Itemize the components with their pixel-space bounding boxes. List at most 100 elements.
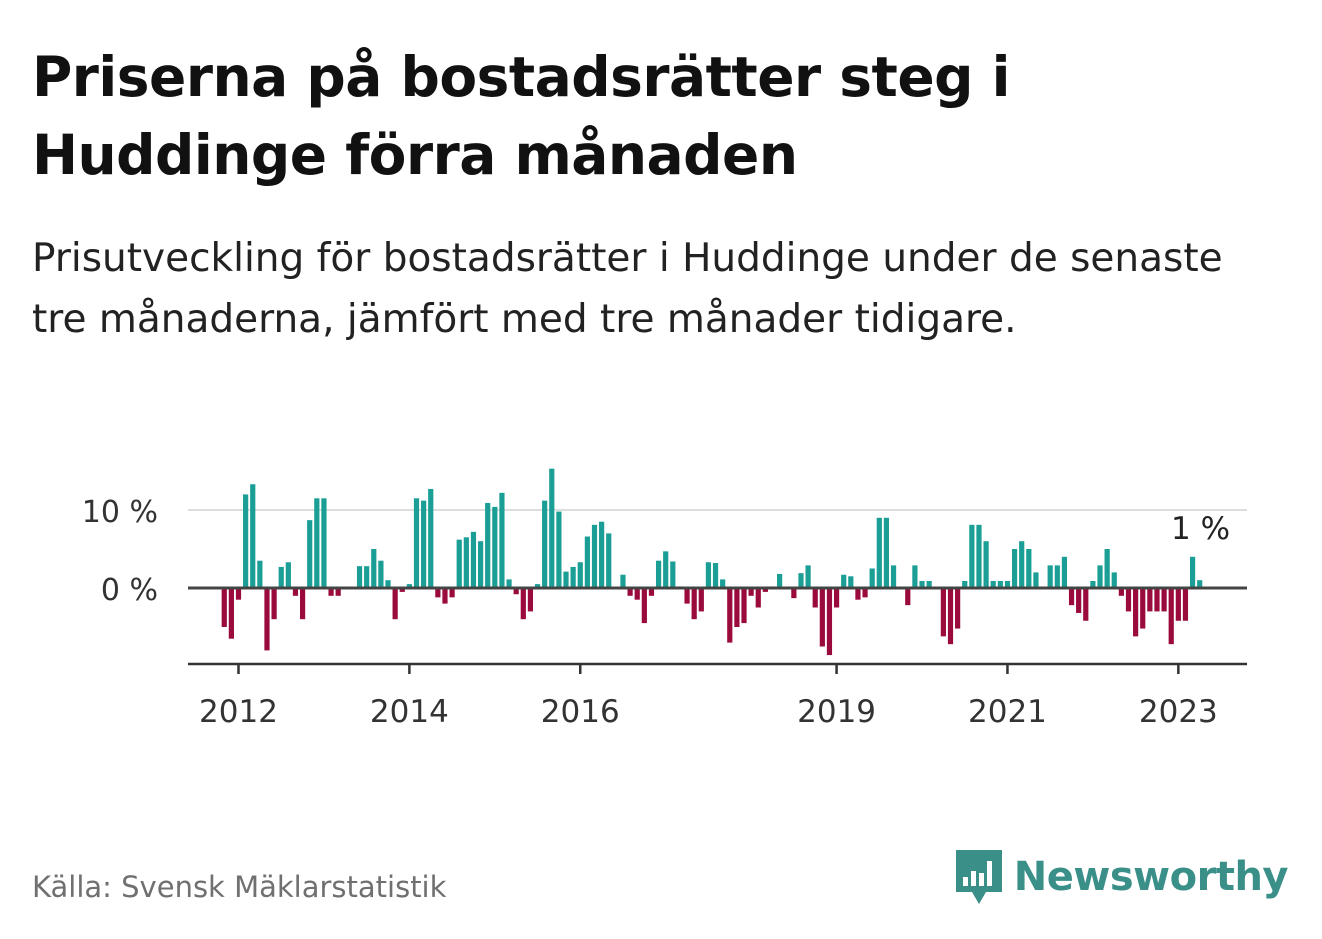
bar-positive — [663, 551, 669, 588]
bar-negative — [442, 588, 448, 604]
bar-positive — [805, 565, 811, 588]
bar-negative — [328, 588, 334, 596]
bar-positive — [705, 562, 712, 588]
bar-positive — [606, 533, 612, 588]
bar-positive — [620, 574, 626, 588]
bar-negative — [1161, 588, 1167, 612]
y-tick-label: 0 % — [101, 573, 158, 608]
bar-positive — [841, 574, 847, 588]
x-tick-label: 2021 — [968, 694, 1047, 730]
x-tick-label: 2023 — [1139, 694, 1218, 730]
bar-positive — [1097, 565, 1103, 588]
bar-negative — [1147, 588, 1153, 612]
bar-positive — [506, 579, 512, 588]
bar-positive — [890, 565, 897, 588]
bar-positive — [413, 498, 420, 588]
bar-negative — [392, 588, 398, 620]
bar-negative — [905, 588, 911, 606]
bar-positive — [278, 566, 284, 588]
bar-negative — [940, 588, 946, 637]
bar-positive — [1061, 556, 1068, 588]
bar-negative — [520, 588, 526, 620]
bar-positive — [406, 584, 412, 588]
logo-bar — [986, 861, 992, 886]
bar-positive — [385, 580, 391, 588]
bar-negative — [271, 588, 277, 620]
value-annotation: 1 % — [1171, 511, 1230, 547]
bar-negative — [634, 588, 640, 600]
bar-positive — [1004, 580, 1011, 588]
bar-positive — [670, 561, 676, 588]
bar-negative — [1068, 588, 1075, 606]
bar-positive — [307, 520, 313, 588]
bar-negative — [755, 588, 761, 608]
bar-positive — [364, 566, 370, 588]
newsworthy-logo[interactable]: Newsworthy — [954, 848, 1289, 906]
bar-negative — [1182, 588, 1189, 621]
logo-bar — [978, 873, 984, 886]
bars — [221, 468, 1203, 656]
bar-positive — [250, 484, 256, 588]
newsworthy-bar-chart-icon — [955, 850, 1002, 904]
bar-negative — [812, 588, 818, 608]
bar-negative — [833, 588, 840, 608]
bar-positive — [542, 500, 548, 588]
bar-negative — [791, 588, 797, 599]
bar-negative — [762, 588, 768, 592]
bar-positive — [378, 560, 384, 588]
bar-positive — [876, 517, 882, 588]
bar-negative — [955, 588, 961, 629]
bar-negative — [449, 588, 455, 598]
price-change-bar-chart: 0 % 10 % 2012 2014 2016 2019 2021 2023 1 % — [82, 468, 1247, 730]
bar-negative — [648, 588, 655, 596]
x-tick-label: 2014 — [370, 694, 449, 730]
bar-positive — [1197, 580, 1203, 588]
bar-negative — [862, 588, 868, 598]
bar-negative — [1076, 588, 1082, 613]
bar-positive — [1033, 572, 1039, 588]
bar-positive — [492, 506, 498, 588]
bar-negative — [527, 588, 534, 612]
bar-negative — [826, 588, 833, 656]
x-tick-label: 2019 — [797, 694, 876, 730]
bar-negative — [221, 588, 227, 627]
bar-positive — [1026, 549, 1032, 588]
bar-positive — [456, 539, 462, 588]
bar-positive — [912, 565, 918, 588]
bar-positive — [428, 488, 434, 588]
bar-positive — [591, 524, 598, 588]
bar-negative — [741, 588, 747, 624]
bar-positive — [720, 579, 726, 588]
bar-positive — [243, 494, 249, 588]
bar-positive — [883, 517, 890, 588]
bar-positive — [356, 566, 363, 588]
bar-positive — [477, 541, 484, 588]
bar-negative — [855, 588, 861, 600]
x-tick-label: 2016 — [541, 694, 620, 730]
bar-positive — [655, 560, 662, 588]
bar-positive — [321, 498, 327, 588]
bar-positive — [976, 524, 982, 588]
bar-positive — [919, 580, 925, 588]
bar-positive — [869, 568, 875, 588]
chart-title: Priserna på bostadsrätter steg i Hudding… — [32, 45, 1011, 187]
bar-positive — [257, 560, 263, 588]
tick-labels: 0 % 10 % 2012 2014 2016 2019 2021 2023 1 % — [82, 495, 1230, 730]
brand-name: Newsworthy — [1013, 854, 1289, 900]
bar-positive — [577, 562, 583, 588]
bar-positive — [1111, 572, 1117, 588]
logo-bar — [962, 877, 968, 886]
bar-negative — [264, 588, 270, 651]
bar-negative — [1125, 588, 1132, 612]
bar-negative — [299, 588, 306, 620]
bar-negative — [1175, 588, 1181, 621]
chart-subtitle: Prisutveckling för bostadsrätter i Huddi… — [32, 236, 1223, 342]
bar-positive — [777, 573, 783, 588]
bar-positive — [549, 468, 555, 588]
bar-positive — [470, 531, 477, 588]
bar-negative — [1168, 588, 1174, 645]
bar-positive — [1189, 556, 1196, 588]
bar-positive — [1090, 580, 1096, 588]
bar-positive — [712, 563, 719, 588]
bar-negative — [641, 588, 647, 624]
